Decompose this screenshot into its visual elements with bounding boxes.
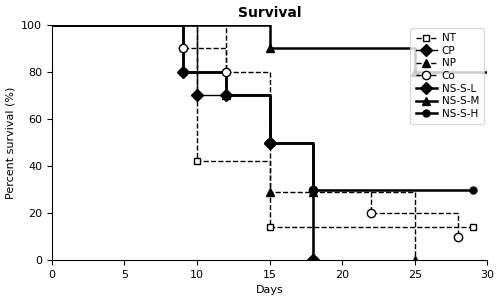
Legend: NT, CP, NP, Co, NS-S-L, NS-S-M, NS-S-H: NT, CP, NP, Co, NS-S-L, NS-S-M, NS-S-H [410,28,484,124]
X-axis label: Days: Days [256,285,283,296]
Title: Survival: Survival [238,5,302,20]
Y-axis label: Percent survival (%): Percent survival (%) [6,86,16,199]
